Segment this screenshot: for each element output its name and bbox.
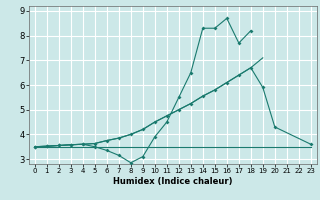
X-axis label: Humidex (Indice chaleur): Humidex (Indice chaleur) (113, 177, 233, 186)
